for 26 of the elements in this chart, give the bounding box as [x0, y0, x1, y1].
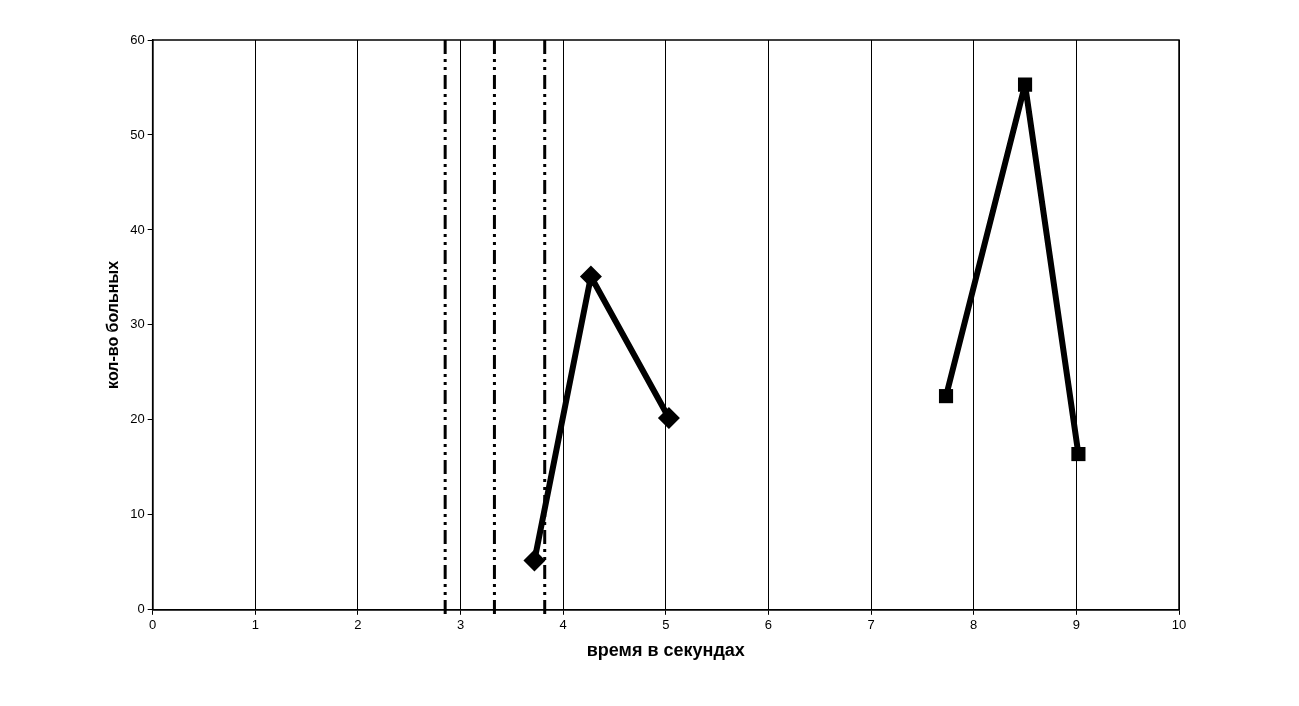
x-tick-label: 6: [764, 617, 773, 633]
x-tick-label: 4: [559, 617, 567, 633]
y-tick-label: 40: [130, 221, 145, 237]
y-tick-label: 20: [130, 411, 145, 427]
x-tick-label: 3: [456, 617, 465, 633]
x-tick-label: 7: [867, 617, 875, 633]
y-tick-label: 30: [130, 316, 145, 332]
y-tick-label: 60: [130, 31, 145, 47]
x-tick-label: 2: [354, 617, 362, 633]
point: [938, 389, 954, 404]
y-tick-label: 10: [130, 506, 145, 522]
x-tick-label: 10: [1171, 617, 1187, 633]
y-tick-label: 50: [130, 126, 145, 142]
x-tick-label: 9: [1072, 617, 1080, 633]
x-tick-label: 0: [149, 617, 157, 633]
point: [657, 406, 680, 429]
y-tick-label: 0: [137, 601, 145, 617]
point: [1017, 77, 1033, 92]
x-tick-label: 8: [970, 617, 978, 633]
point: [1071, 446, 1086, 462]
x-tick-label: 5: [662, 617, 670, 633]
x-axis-title: время в секундах: [586, 640, 745, 661]
x-tick-label: 1: [251, 617, 259, 633]
point: [579, 265, 602, 288]
point: [523, 549, 546, 572]
y-axis-title: кол-во больных: [104, 260, 122, 389]
